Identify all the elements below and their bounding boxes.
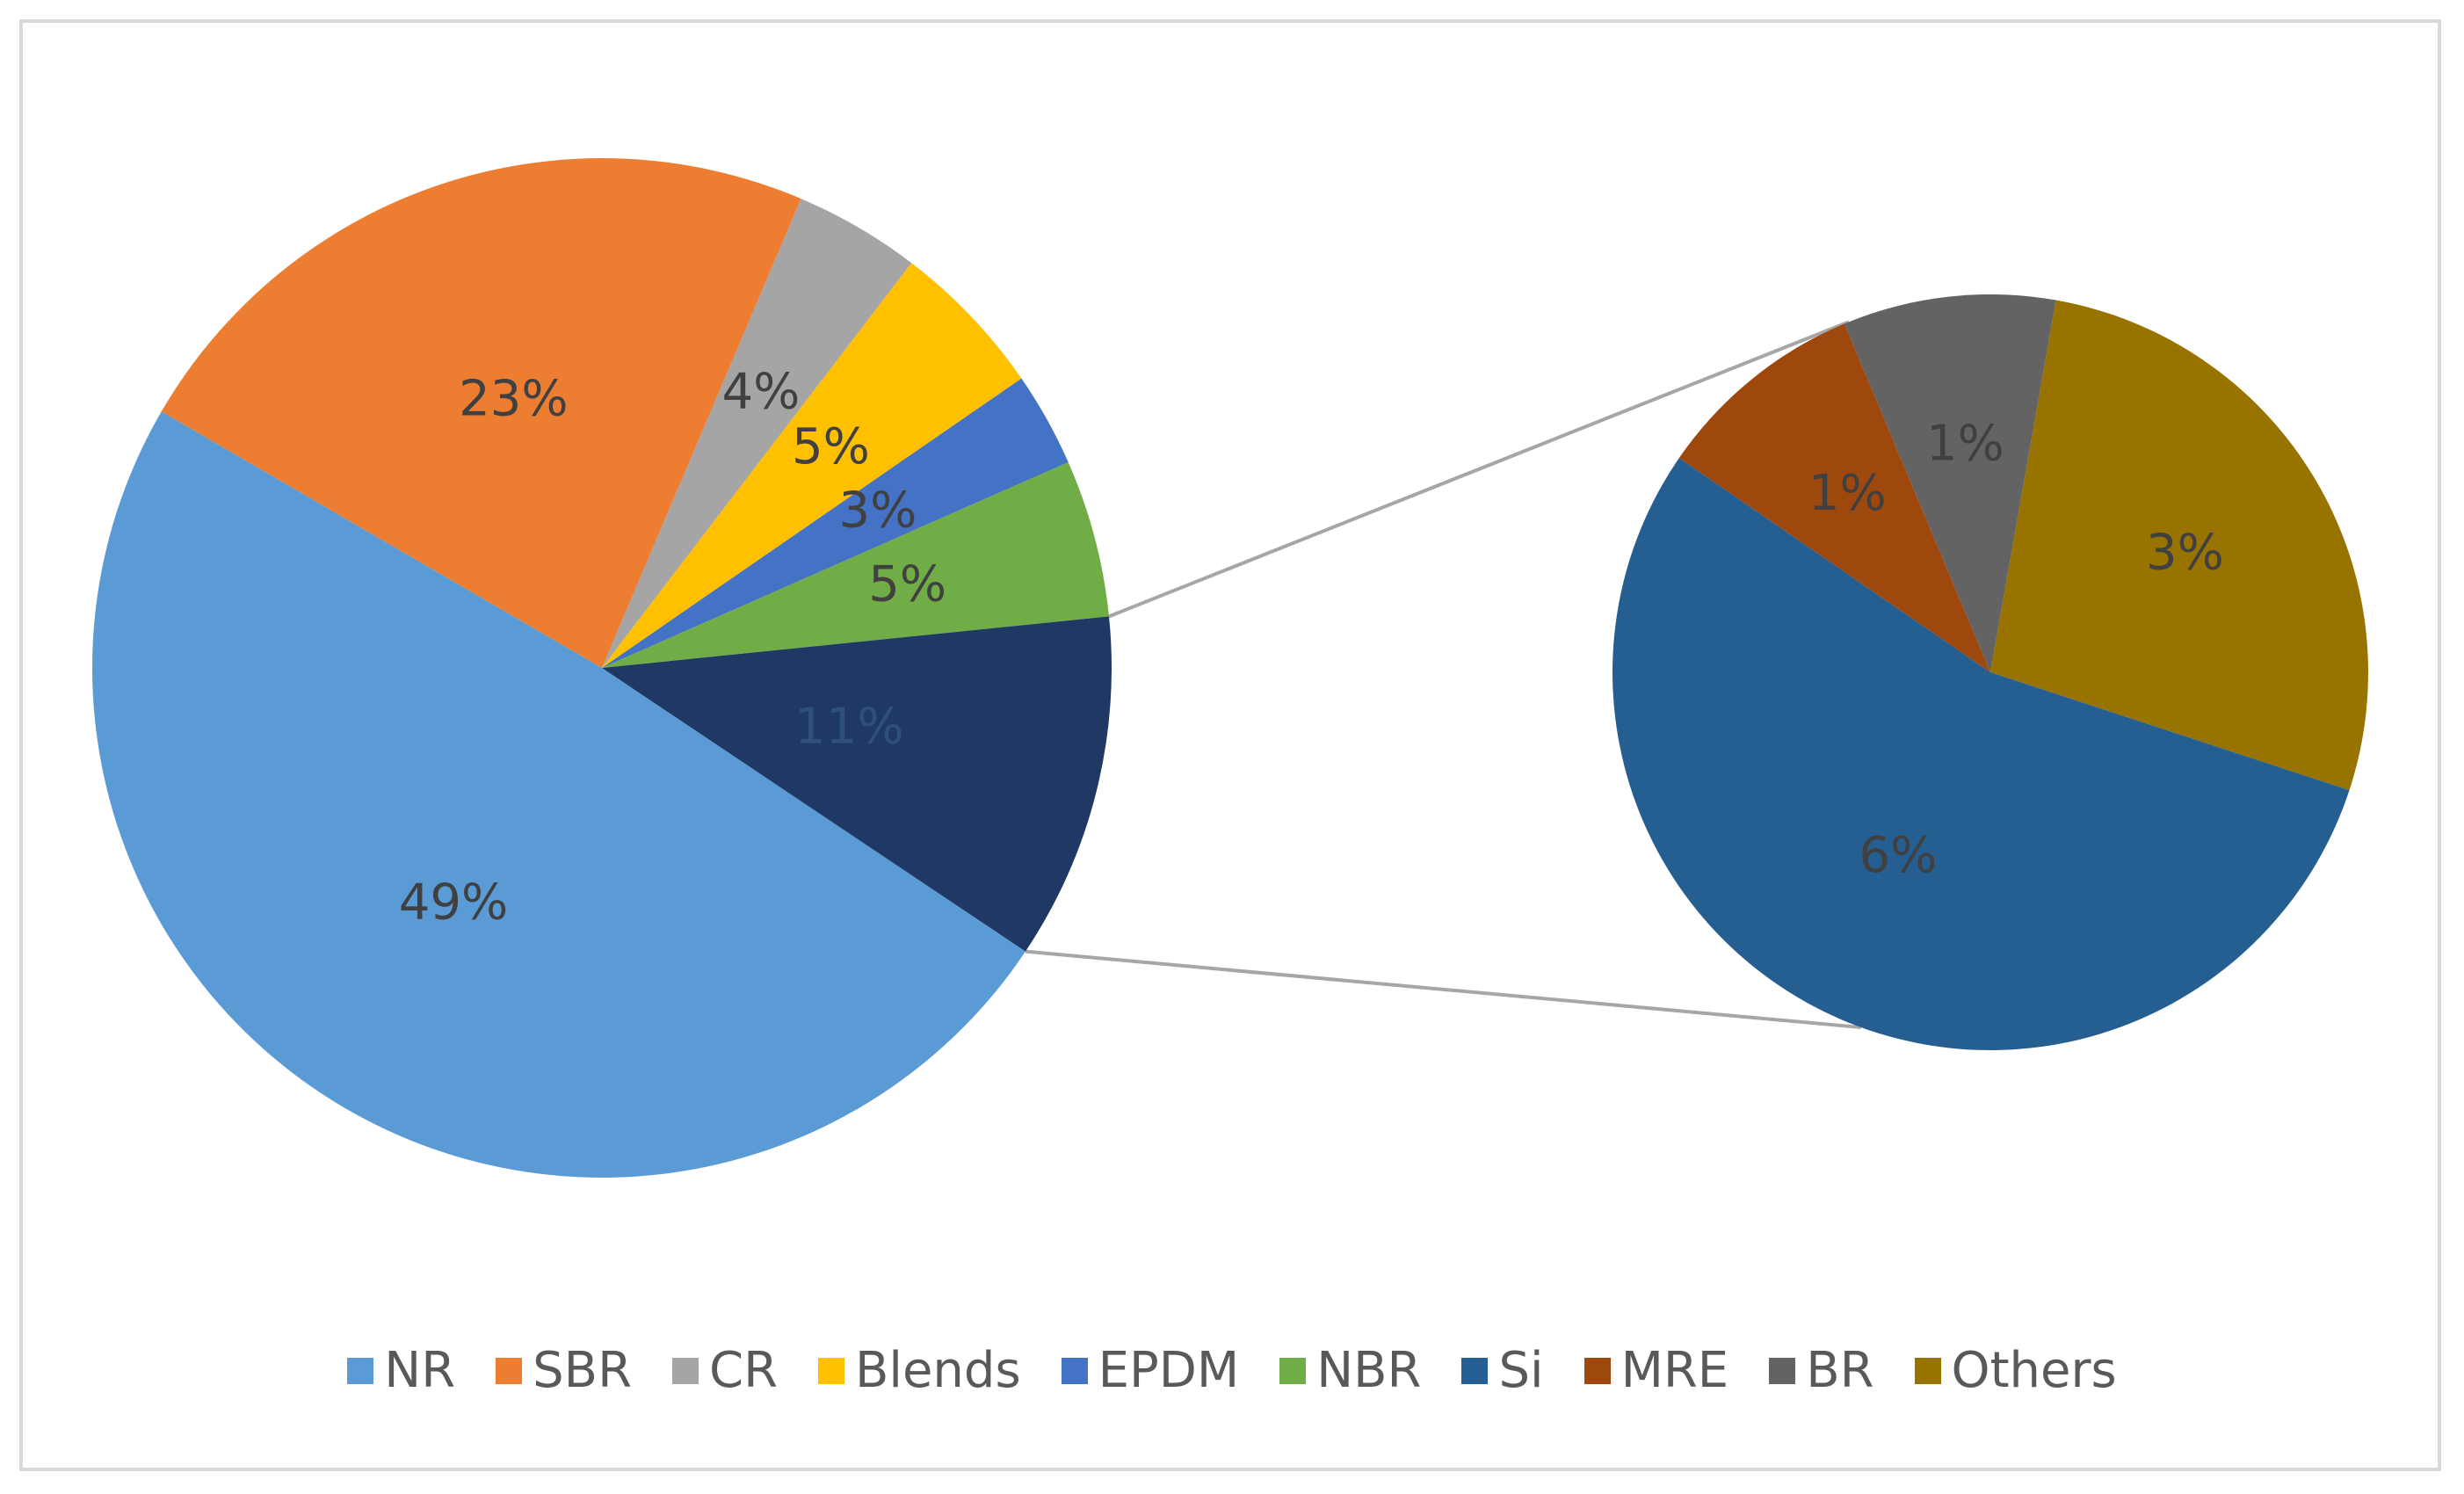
slice-si (1612, 458, 2350, 1051)
legend-label: NR (384, 1342, 456, 1399)
legend-label: NBR (1316, 1342, 1422, 1399)
label-si: 6% (1859, 827, 1938, 884)
legend-label: EPDM (1098, 1342, 1240, 1399)
legend-item-epdm: EPDM (1061, 1342, 1240, 1399)
legend-item-nr: NR (347, 1345, 455, 1397)
legend-item-blends: Blends (818, 1345, 1021, 1397)
slice-epdm (602, 378, 1069, 668)
slice-sbr (161, 157, 801, 668)
legend-item-sbr: SBR (496, 1345, 632, 1397)
legend-item-br: BR (1769, 1342, 1874, 1399)
legend-label: CR (708, 1342, 778, 1399)
legend-swatch (1769, 1358, 1796, 1384)
slice-mre (1678, 323, 1990, 672)
legend-label: Si (1498, 1342, 1544, 1399)
legend-swatch (1583, 1358, 1611, 1384)
connector-lines (1025, 320, 1862, 1030)
legend-label: Others (1951, 1342, 2117, 1399)
legend-swatch (818, 1358, 844, 1384)
legend-swatch (1279, 1358, 1307, 1384)
label-others: 3% (2146, 525, 2224, 582)
legend-label: Blends (855, 1342, 1021, 1399)
label-br: 1% (1926, 416, 2004, 473)
slice-others (1990, 300, 2368, 791)
legend-item-si: Si (1461, 1342, 1544, 1399)
legend-item-cr: CR (671, 1342, 778, 1399)
slice-cr (602, 199, 912, 668)
slice-br (1844, 294, 2056, 672)
connector-line-bottom (1025, 949, 1862, 1030)
legend-label: MRE (1620, 1342, 1729, 1399)
label-cr: 4% (721, 363, 800, 420)
legend-swatch (671, 1358, 699, 1384)
data-labels: 49%23% 4%5%3%5%11%3%6%1%1% (399, 363, 2224, 931)
label-mre: 1% (1808, 465, 1887, 522)
label-nbr: 5% (868, 555, 946, 613)
legend-item-nbr: NBR (1279, 1345, 1421, 1397)
slice-nbr (602, 461, 1110, 668)
label-sbr: 23% (459, 370, 568, 427)
label-blends: 5% (792, 418, 870, 475)
legend-label: SBR (533, 1342, 632, 1399)
legend: NR SBR CR Blends EPDM NBR Si MRE BR Others (0, 1345, 2464, 1397)
slice-other-group (602, 616, 1112, 952)
secondary-pie (1612, 294, 2368, 1051)
slice-blends (602, 263, 1022, 668)
legend-swatch (1061, 1358, 1088, 1384)
legend-swatch (496, 1358, 523, 1384)
legend-swatch (1461, 1358, 1489, 1384)
main-pie (92, 157, 1112, 1178)
legend-label: BR (1806, 1342, 1874, 1399)
slice-nr (92, 411, 1025, 1178)
label-nr: 49% (399, 874, 508, 932)
legend-item-mre: MRE (1583, 1342, 1729, 1399)
connector-line-top (1108, 320, 1850, 619)
legend-swatch (347, 1358, 374, 1384)
label-other-group: 11% (794, 698, 903, 755)
label-epdm: 3% (838, 482, 917, 540)
legend-swatch (1914, 1358, 1941, 1384)
legend-item-others: Others (1914, 1342, 2117, 1399)
